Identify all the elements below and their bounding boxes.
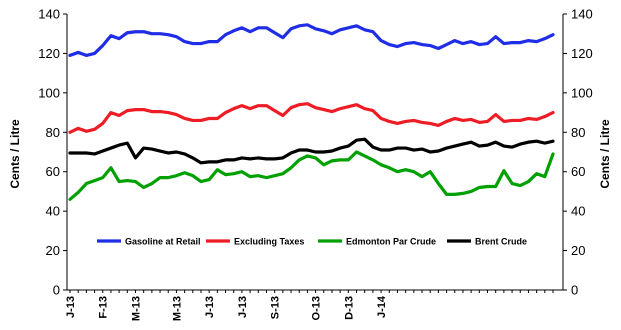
series-line-excluding-taxes (68, 102, 555, 134)
x-tick-label: J-13 (204, 296, 216, 318)
x-tick-label: O-13 (311, 296, 323, 320)
series-line-edmonton-par-crude (68, 150, 555, 201)
y-tick-label-right: 40 (571, 204, 585, 219)
legend-label-excluding-taxes: Excluding Taxes (234, 237, 304, 247)
x-tick-label: J-13 (65, 296, 77, 318)
y-tick-label-left: 140 (38, 7, 60, 22)
x-tick-label: D-13 (343, 296, 355, 320)
y-ticks-right: 0 20 40 60 80 100 120 140 (563, 7, 593, 298)
y-tick-label-right: 100 (571, 85, 593, 100)
y-tick-label-left: 0 (53, 283, 60, 298)
legend-label-brent-crude: Brent Crude (475, 237, 527, 247)
legend-label-gasoline-at-retail: Gasoline at Retail (125, 237, 201, 247)
y-ticks-left: 0 20 40 60 80 100 120 140 (38, 7, 67, 298)
x-tick-label: J-14 (376, 295, 388, 318)
x-tick-label: M-13 (171, 296, 183, 321)
x-tick-label: S-13 (270, 296, 282, 319)
series-lines (68, 23, 555, 201)
y-tick-label-right: 120 (571, 46, 593, 61)
legend: Gasoline at Retail Excluding Taxes Edmonto… (97, 237, 527, 247)
y-tick-label-left: 60 (46, 164, 60, 179)
axes (66, 14, 564, 291)
y-tick-label-right: 80 (571, 125, 585, 140)
x-tick-label: J-13 (237, 296, 249, 318)
y-tick-label-right: 20 (571, 243, 585, 258)
legend-label-edmonton-par-crude: Edmonton Par Crude (346, 237, 436, 247)
x-tick-label: M-13 (130, 296, 142, 321)
x-ticks: J-13 F-13 M-13 M-13 J-13 J-13 S-13 O-13 D-13 J-14 (65, 290, 554, 321)
series-line-gasoline-at-retail (68, 23, 555, 58)
y-tick-label-left: 20 (46, 243, 60, 258)
y-tick-label-right: 140 (571, 7, 593, 22)
y-tick-label-right: 0 (571, 283, 578, 298)
y-tick-label-left: 80 (46, 125, 60, 140)
y-tick-label-right: 60 (571, 164, 585, 179)
y-tick-label-left: 100 (38, 85, 60, 100)
series-line-brent-crude (68, 137, 555, 165)
y-tick-label-left: 120 (38, 46, 60, 61)
y-axis-title-right: Cents / Litre (598, 119, 612, 189)
y-axis-title-left: Cents / Litre (8, 119, 22, 189)
x-tick-label: F-13 (98, 296, 110, 319)
y-tick-label-left: 40 (46, 204, 60, 219)
